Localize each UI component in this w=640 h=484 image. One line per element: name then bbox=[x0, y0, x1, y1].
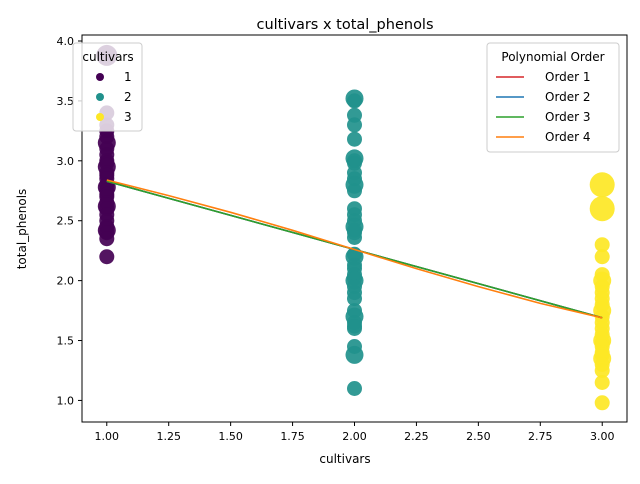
x-tick-label: 1.25 bbox=[156, 430, 181, 443]
legend-fit-label: Order 2 bbox=[545, 90, 591, 104]
data-point-cultivar-3 bbox=[594, 237, 610, 253]
legend-polynomial-entries: Order 1 Order 2 Order 3 Order 4 bbox=[496, 70, 591, 144]
legend-cultivar-marker bbox=[96, 113, 104, 121]
scatter-points bbox=[96, 44, 615, 411]
x-tick-label: 1.00 bbox=[95, 430, 120, 443]
x-tick-label: 2.25 bbox=[404, 430, 429, 443]
data-point-cultivar-3 bbox=[594, 395, 610, 411]
data-point-cultivar-2 bbox=[347, 131, 362, 147]
legend-polynomial-box bbox=[486, 42, 620, 153]
data-point-cultivar-3 bbox=[594, 363, 610, 378]
legend-fit-label: Order 4 bbox=[545, 130, 591, 144]
legend-cultivars-title: cultivars bbox=[82, 50, 133, 64]
legend-cultivars-entries: 1 2 3 bbox=[96, 70, 132, 124]
data-point-cultivar-3 bbox=[594, 249, 610, 265]
y-tick-label: 2.0 bbox=[57, 275, 75, 288]
y-tick-label: 2.5 bbox=[57, 215, 75, 228]
legend-cultivar-label: 1 bbox=[124, 70, 132, 84]
y-axis-ticks: 1.0 1.5 2.0 2.5 3.0 3.5 4.0 bbox=[57, 35, 82, 407]
legend-cultivar-label: 3 bbox=[124, 110, 132, 124]
y-tick-label: 3.0 bbox=[57, 155, 75, 168]
y-tick-label: 1.0 bbox=[57, 394, 75, 407]
x-tick-label: 1.75 bbox=[280, 430, 305, 443]
data-point-cultivar-2 bbox=[347, 183, 362, 199]
legend-cultivar-label: 2 bbox=[124, 90, 132, 104]
x-tick-label: 1.50 bbox=[218, 430, 243, 443]
fit-line-order-4 bbox=[106, 179, 603, 319]
x-tick-label: 2.00 bbox=[342, 430, 367, 443]
data-point-cultivar-3 bbox=[594, 375, 610, 390]
legend-fit-label: Order 3 bbox=[545, 110, 591, 124]
data-point-cultivar-2 bbox=[347, 291, 362, 307]
y-tick-label: 4.0 bbox=[57, 35, 75, 48]
x-axis-ticks: 1.00 1.25 1.50 1.75 2.00 2.25 2.50 2.75 3.00 bbox=[95, 422, 615, 443]
data-point-cultivar-2 bbox=[347, 381, 362, 396]
data-point-cultivar-1 bbox=[99, 249, 115, 265]
data-point-cultivar-3 bbox=[589, 196, 615, 222]
fit-lines bbox=[106, 179, 603, 319]
y-axis-label: total_phenols bbox=[15, 189, 29, 270]
data-point-cultivar-2 bbox=[347, 321, 362, 336]
x-tick-label: 3.00 bbox=[590, 430, 615, 443]
x-tick-label: 2.50 bbox=[466, 430, 491, 443]
legend-polynomial-title: Polynomial Order bbox=[501, 50, 604, 64]
legend-cultivar-marker bbox=[96, 93, 104, 101]
legend-cultivars: cultivars 1 2 3 bbox=[72, 42, 143, 132]
x-axis-label: cultivars bbox=[319, 452, 370, 466]
y-tick-label: 1.5 bbox=[57, 335, 75, 348]
legend-fit-label: Order 1 bbox=[545, 70, 591, 84]
data-point-cultivar-2 bbox=[347, 93, 362, 109]
data-point-cultivar-2 bbox=[347, 117, 362, 133]
data-point-cultivar-2 bbox=[347, 230, 362, 245]
data-point-cultivar-2 bbox=[345, 345, 364, 364]
legend-cultivar-marker bbox=[96, 73, 104, 81]
x-tick-label: 2.75 bbox=[528, 430, 553, 443]
chart-title: cultivars x total_phenols bbox=[256, 17, 433, 33]
data-point-cultivar-3 bbox=[589, 172, 615, 198]
data-point-cultivar-1 bbox=[99, 231, 115, 247]
y-tick-label: 3.5 bbox=[57, 95, 75, 108]
legend-cultivars-box bbox=[72, 42, 143, 132]
